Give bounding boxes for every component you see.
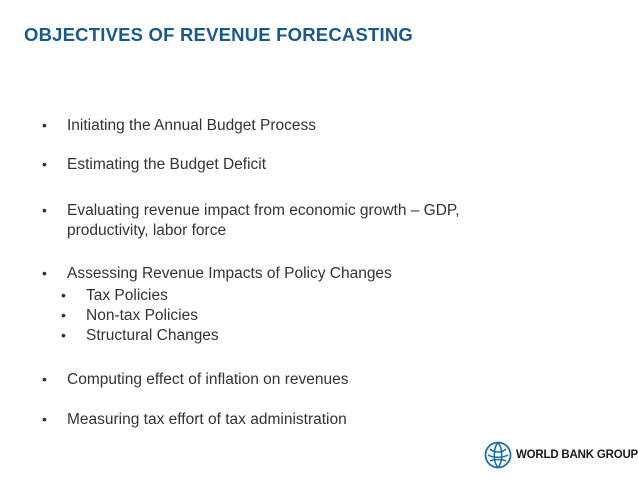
bullet-text: productivity, labor force: [67, 222, 227, 239]
bullet-dot: •: [42, 117, 47, 133]
bullet-dot: •: [42, 265, 47, 281]
bullet-text: Computing effect of inflation on revenue…: [67, 371, 349, 388]
bullet-text: Structural Changes: [86, 327, 219, 344]
bullet-text: Measuring tax effort of tax administrati…: [67, 411, 347, 428]
bullet-text: Estimating the Budget Deficit: [67, 156, 267, 173]
bullet-text: Tax Policies: [86, 287, 168, 304]
bullet-text: Initiating the Annual Budget Process: [67, 117, 317, 134]
bullet-dot: •: [61, 307, 66, 323]
bullet-text: Evaluating revenue impact from economic …: [67, 202, 460, 219]
bullet-dot: •: [42, 371, 47, 387]
bullet-dot: •: [61, 287, 66, 303]
bullet-dot: •: [42, 411, 47, 427]
world-bank-logo: WORLD BANK GROUP: [484, 440, 638, 470]
bullet-text: Non-tax Policies: [86, 307, 198, 324]
bullet-dot: •: [42, 202, 47, 218]
globe-icon: [484, 441, 512, 469]
bullet-dot: •: [42, 156, 47, 172]
bullet-text: Assessing Revenue Impacts of Policy Chan…: [67, 265, 392, 282]
logo-text: WORLD BANK GROUP: [516, 449, 638, 461]
slide-title: OBJECTIVES OF REVENUE FORECASTING: [24, 24, 413, 45]
bullet-dot: •: [61, 327, 66, 343]
